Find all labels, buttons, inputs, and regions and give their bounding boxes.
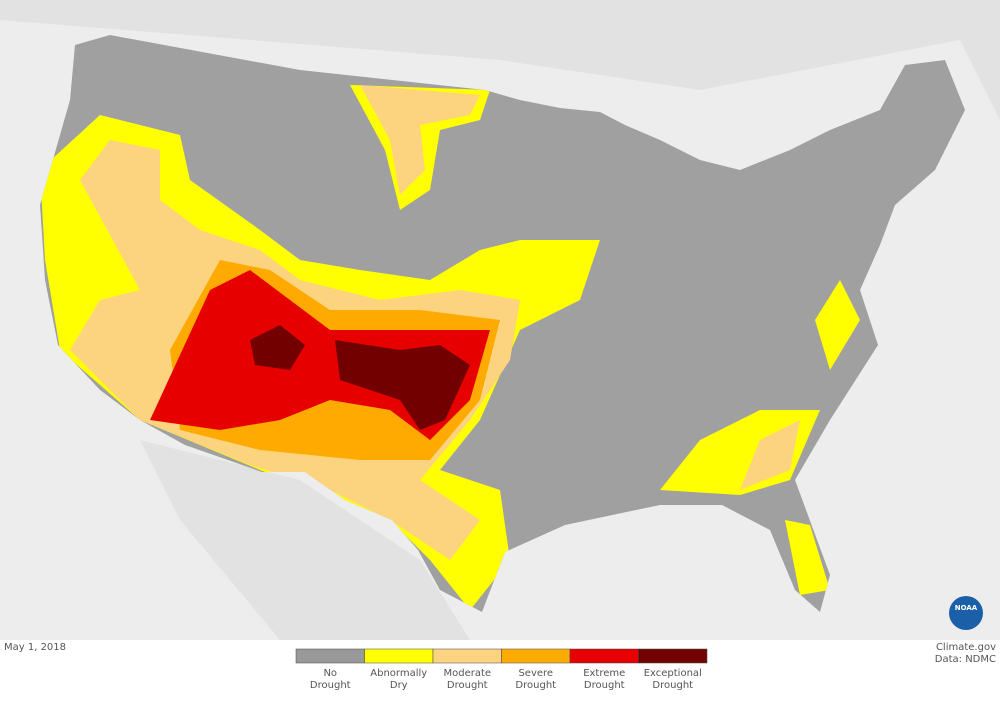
exceptional-drought-west: [250, 325, 305, 370]
abnormally-dry-east: [815, 280, 860, 370]
canada: [0, 0, 1000, 120]
legend-label: Dry: [390, 680, 408, 691]
abnormally-dry-florida: [785, 520, 830, 595]
legend-label: No: [323, 668, 337, 679]
map-date: May 1, 2018: [4, 642, 66, 653]
legend-swatch: [638, 648, 708, 664]
legend-swatch: [569, 648, 639, 664]
legend: NoDroughtAbnormallyDryModerateDroughtSev…: [295, 648, 708, 691]
drought-areas: [40, 85, 860, 610]
credit-source: Data: NDMC: [935, 654, 996, 665]
legend-label: Abnormally: [370, 668, 427, 679]
noaa-logo: [949, 596, 983, 630]
legend-label: Extreme: [583, 668, 625, 679]
legend-swatch: [432, 648, 502, 664]
exceptional-drought-east: [335, 340, 470, 430]
legend-label: Drought: [652, 680, 693, 691]
moderate-southeast: [740, 420, 800, 490]
legend-label: Severe: [518, 668, 553, 679]
credit-site: Climate.gov: [936, 642, 996, 653]
legend-label: Drought: [310, 680, 351, 691]
mexico: [140, 440, 470, 640]
legend-label: Drought: [584, 680, 625, 691]
legend-swatch: [501, 648, 571, 664]
noaa-logo-text: NOAA: [955, 604, 978, 612]
legend-label: Drought: [515, 680, 556, 691]
legend-swatch: [364, 648, 434, 664]
moderate-north: [360, 85, 480, 195]
legend-label: Exceptional: [644, 668, 702, 679]
legend-label: Moderate: [443, 668, 491, 679]
legend-swatch: [295, 648, 365, 664]
legend-label: Drought: [447, 680, 488, 691]
